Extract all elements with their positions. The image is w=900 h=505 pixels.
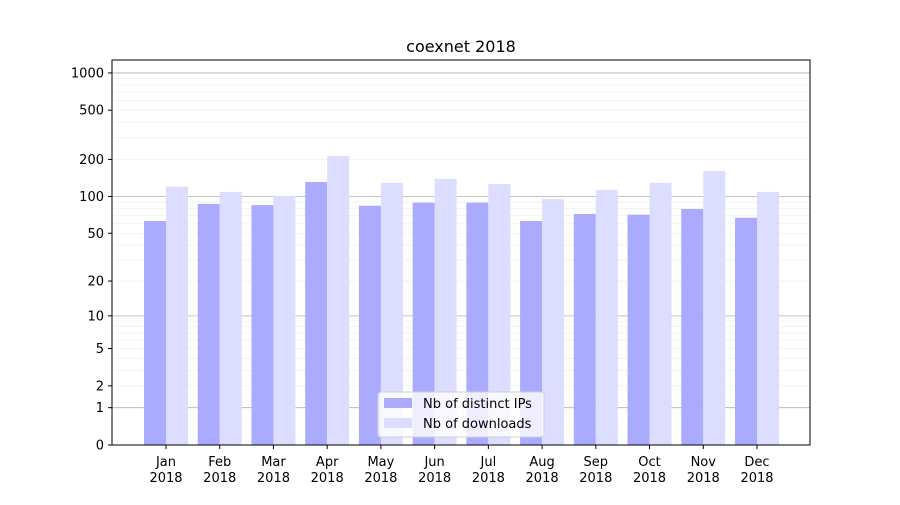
x-tick-label: Apr 2018 bbox=[311, 455, 344, 486]
bar-distinct-ips bbox=[197, 203, 220, 445]
bar-downloads bbox=[703, 171, 726, 445]
bar-distinct-ips bbox=[735, 217, 757, 445]
x-tick-label: Jun 2018 bbox=[418, 455, 451, 486]
bar-distinct-ips bbox=[627, 214, 650, 445]
y-tick-label: 1000 bbox=[71, 66, 104, 81]
x-tick-label: Oct 2018 bbox=[633, 455, 666, 486]
bar-downloads bbox=[649, 182, 672, 445]
y-tick-label: 5 bbox=[96, 342, 104, 357]
y-tick-label: 50 bbox=[87, 227, 104, 242]
x-tick-label: Jul 2018 bbox=[472, 455, 505, 486]
x-tick-label: Dec 2018 bbox=[740, 455, 773, 486]
legend-swatch bbox=[384, 418, 412, 428]
bar-downloads bbox=[219, 191, 242, 445]
y-tick-label: 0 bbox=[96, 439, 104, 454]
bar-distinct-ips bbox=[412, 202, 435, 445]
legend: Nb of distinct IPs Nb of downloads bbox=[377, 391, 545, 438]
bar-distinct-ips bbox=[305, 182, 328, 445]
x-tick-label: Aug 2018 bbox=[526, 455, 559, 486]
bar-downloads bbox=[380, 182, 403, 445]
bar-downloads bbox=[542, 199, 565, 445]
y-tick-label: 100 bbox=[79, 190, 104, 205]
x-tick-label: Nov 2018 bbox=[687, 455, 720, 486]
bar-downloads bbox=[327, 156, 350, 445]
y-tick-label: 10 bbox=[87, 309, 104, 324]
axes-frame bbox=[111, 59, 811, 446]
bar-distinct-ips bbox=[520, 221, 543, 445]
chart-title: coexnet 2018 bbox=[406, 37, 516, 56]
bar-distinct-ips bbox=[251, 205, 274, 445]
bar-downloads bbox=[434, 178, 457, 445]
y-tick-label: 500 bbox=[79, 104, 104, 119]
bar-downloads bbox=[166, 186, 188, 445]
x-tick-label: Sep 2018 bbox=[579, 455, 612, 486]
bar-distinct-ips bbox=[466, 202, 489, 445]
x-tick-label: Jan 2018 bbox=[149, 455, 182, 486]
legend-box bbox=[377, 391, 545, 438]
x-tick-label: May 2018 bbox=[364, 455, 397, 486]
bar-downloads bbox=[757, 191, 779, 445]
y-tick-label: 20 bbox=[87, 275, 104, 290]
bar-distinct-ips bbox=[358, 205, 381, 445]
bar-downloads bbox=[595, 189, 618, 445]
x-tick-label: Mar 2018 bbox=[257, 455, 290, 486]
legend-label: Nb of downloads bbox=[423, 417, 532, 432]
bar-distinct-ips bbox=[144, 221, 166, 445]
bar-distinct-ips bbox=[681, 209, 704, 445]
bar-distinct-ips bbox=[573, 213, 596, 445]
y-tick-label: 200 bbox=[79, 153, 104, 168]
x-tick-label: Feb 2018 bbox=[203, 455, 236, 486]
y-tick-label: 1 bbox=[96, 401, 104, 416]
bar-downloads bbox=[488, 184, 511, 445]
y-tick-label: 2 bbox=[96, 379, 104, 394]
legend-label: Nb of distinct IPs bbox=[423, 397, 532, 412]
legend-swatch bbox=[384, 398, 412, 408]
bar-downloads bbox=[273, 195, 296, 445]
